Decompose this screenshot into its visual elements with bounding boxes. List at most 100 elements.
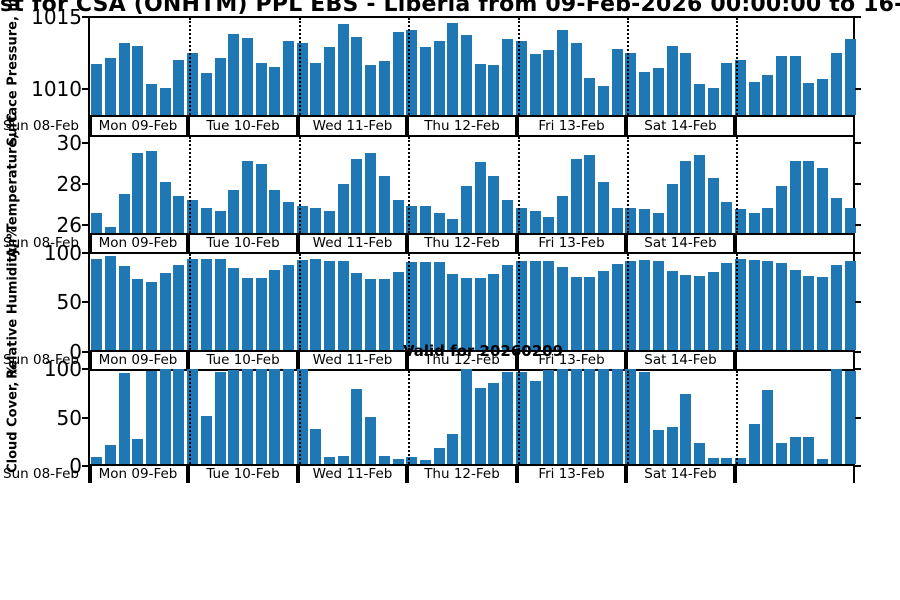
y-tick-mark (855, 416, 861, 419)
bar (406, 205, 418, 233)
bar (173, 264, 185, 350)
day-tick (186, 352, 190, 369)
bar (132, 46, 144, 115)
day-tick (88, 466, 92, 483)
y-tick-mark (855, 87, 861, 90)
bar (187, 369, 199, 464)
chart-title: st for CSA (ONHTM) PPL EBS - Liberia fro… (0, 0, 900, 17)
day-label: Wed 11-Feb (312, 118, 393, 134)
y-axis-label: Cloud Cover, % (5, 363, 21, 473)
y-tick-label: 50 (56, 405, 82, 430)
bar (680, 52, 692, 115)
y-tick-mark (855, 142, 861, 145)
day-tick (624, 235, 628, 252)
day-tick (405, 235, 409, 252)
bar (570, 369, 582, 464)
bar (91, 259, 103, 350)
bar (351, 272, 363, 350)
day-tick (733, 352, 737, 369)
day-boundary-line (518, 18, 520, 115)
y-tick-label: 26 (56, 212, 82, 237)
bar (173, 195, 185, 233)
day-tick (296, 235, 300, 252)
bar (776, 263, 788, 350)
bar (461, 369, 473, 464)
bar (707, 178, 719, 233)
y-tick-label: 0 (69, 340, 82, 364)
bar (611, 369, 623, 464)
bar (214, 371, 226, 464)
bar (433, 213, 445, 233)
day-boundary-line (408, 254, 410, 350)
bar (392, 32, 404, 115)
day-label: Mon 09-Feb (98, 466, 178, 482)
bar (104, 256, 116, 350)
bar (666, 46, 678, 115)
bar (598, 182, 610, 233)
bar (146, 282, 158, 350)
y-tick-label: 1015 (31, 5, 82, 30)
bar (406, 29, 418, 115)
bar (324, 261, 336, 350)
bar (570, 43, 582, 115)
bar (433, 448, 445, 464)
bar (269, 369, 281, 464)
y-tick-mark (82, 223, 88, 226)
bar (378, 279, 390, 350)
bar (324, 457, 336, 464)
day-tick (296, 466, 300, 483)
bar (830, 369, 842, 464)
bar (447, 274, 459, 350)
bar (488, 176, 500, 233)
bar (337, 184, 349, 233)
y-tick-mark (82, 301, 88, 304)
bar (146, 150, 158, 233)
bar (652, 261, 664, 350)
day-label: Fri 13-Feb (538, 466, 605, 482)
bar (707, 271, 719, 350)
bar (392, 459, 404, 464)
bar (159, 272, 171, 350)
bar (269, 269, 281, 350)
bar (543, 217, 555, 233)
y-tick-mark (855, 223, 861, 226)
bar (146, 84, 158, 115)
day-boundary-line (408, 18, 410, 115)
bar (104, 58, 116, 115)
bar (419, 460, 431, 464)
day-boundary-line (189, 254, 191, 350)
day-boundary-line (408, 371, 410, 464)
bar (474, 162, 486, 233)
bar (707, 458, 719, 464)
bar (789, 160, 801, 233)
day-tick (624, 466, 628, 483)
bar (365, 65, 377, 115)
panel-air-temperature (88, 135, 856, 235)
bar (515, 207, 527, 233)
bar (748, 260, 760, 350)
bar (296, 205, 308, 233)
y-tick-mark (82, 351, 88, 353)
bar (269, 189, 281, 233)
bar (351, 388, 363, 464)
bar (803, 436, 815, 464)
bar (666, 184, 678, 233)
bar (830, 264, 842, 350)
bar (611, 207, 623, 233)
bar (241, 278, 253, 350)
day-tick (624, 117, 628, 135)
y-tick-mark (855, 251, 861, 254)
bar (461, 35, 473, 115)
day-tick (733, 235, 737, 252)
bar (104, 227, 116, 233)
bar (241, 37, 253, 115)
bar (502, 39, 514, 115)
bar (762, 207, 774, 233)
bar (543, 261, 555, 350)
day-label: Thu 12-Feb (424, 235, 500, 251)
x-axis-label-row: Mon 09-Feb Tue 10-Feb Wed 11-Feb Thu 12-Feb… (88, 352, 855, 369)
bar (734, 259, 746, 350)
bar (611, 48, 623, 115)
bar (734, 209, 746, 233)
bar (228, 267, 240, 350)
